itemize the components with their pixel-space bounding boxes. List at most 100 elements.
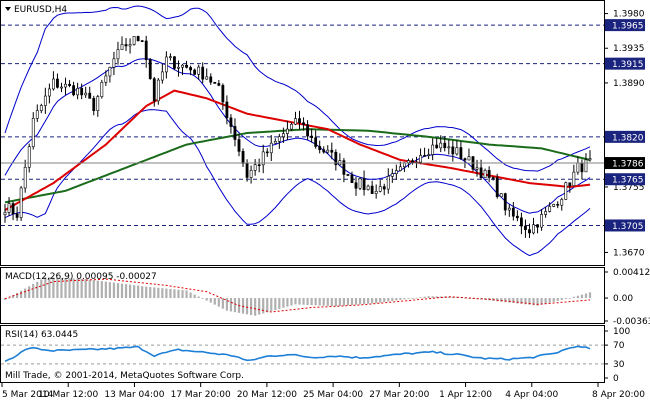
candle-body	[43, 95, 47, 106]
bollinger-lower	[4, 109, 591, 257]
macd-bar	[358, 298, 362, 305]
macd-bar	[564, 298, 567, 299]
candle-body	[177, 66, 180, 69]
candle-body	[306, 124, 309, 137]
candle-body	[156, 79, 160, 102]
candle-body	[193, 69, 197, 75]
rsi-path	[4, 345, 591, 363]
candle-body	[144, 40, 148, 61]
candle-body	[350, 174, 354, 184]
macd-bar	[423, 296, 426, 299]
candle-body	[411, 160, 414, 164]
candle-body	[128, 44, 132, 47]
candle-body	[249, 170, 253, 178]
rsi-tick-label: 0	[613, 374, 619, 384]
macd-bar	[552, 298, 555, 302]
candle-body	[120, 44, 124, 50]
candle-body	[443, 142, 447, 149]
macd-bar	[383, 298, 386, 303]
candle-body	[173, 56, 176, 69]
price-tick-label: 1.3670	[613, 248, 645, 258]
macd-bar	[524, 298, 527, 305]
macd-bar	[286, 298, 289, 307]
rsi-tick-label: 100	[613, 327, 630, 337]
macd-bar	[443, 296, 446, 299]
candle-body	[80, 88, 84, 96]
candle-body	[148, 59, 152, 79]
macd-bar	[371, 298, 374, 304]
candle-body	[229, 117, 233, 127]
macd-bar	[520, 298, 523, 304]
macd-bar	[161, 288, 164, 299]
candle-body	[197, 66, 201, 75]
candle-body	[507, 207, 511, 211]
macd-bar	[310, 298, 313, 306]
macd-bar	[580, 294, 584, 299]
candle-body	[265, 151, 269, 154]
candle-body	[298, 118, 301, 124]
macd-bar	[120, 283, 124, 299]
macd-bar	[185, 290, 188, 299]
candle-body	[96, 96, 100, 111]
macd-bar	[399, 298, 402, 300]
macd-bar	[193, 294, 196, 299]
candle-body	[370, 185, 374, 194]
macd-tick-label: 0.00	[613, 294, 633, 304]
macd-bar	[439, 296, 442, 299]
macd-bar	[52, 277, 55, 299]
candle-body	[92, 98, 96, 111]
macd-bar	[36, 281, 39, 299]
macd-bar	[496, 298, 499, 302]
candle-body	[366, 185, 370, 190]
candle-body	[491, 177, 495, 179]
macd-bar	[221, 298, 224, 309]
time-tick-label: 25 Mar 04:00	[303, 390, 363, 400]
macd-bar	[258, 298, 261, 315]
candle-body	[35, 110, 39, 119]
macd-bar	[88, 279, 91, 299]
macd-bar	[403, 298, 406, 300]
macd-bar	[322, 298, 325, 306]
macd-bar	[419, 297, 422, 299]
candle-body	[576, 162, 580, 173]
macd-bar	[40, 279, 43, 299]
macd-bar	[512, 298, 515, 303]
macd-bar	[326, 298, 329, 306]
level-price-label: 1.3820	[612, 133, 644, 143]
candle-body	[108, 66, 112, 77]
candle-body	[407, 160, 410, 163]
macd-bar	[241, 298, 245, 314]
candle-body	[290, 123, 293, 130]
macd-bar	[20, 290, 23, 299]
candle-body	[140, 40, 144, 42]
footer-copyright: Mill Trade, © 2001-2014, MetaQuotes Soft…	[5, 371, 244, 381]
macd-bar	[100, 281, 103, 299]
price-axis: 1.3980 1.3935 1.3890 1.3755 1.3670 1.3965 1.39…	[604, 10, 645, 258]
candle-body	[233, 126, 237, 140]
rsi-line	[4, 345, 591, 363]
candle-body	[277, 136, 281, 142]
candle-body	[544, 211, 548, 215]
macd-bar	[576, 295, 579, 299]
candle-body	[334, 151, 338, 166]
chevron-down-icon[interactable]	[5, 7, 11, 11]
candle-body	[431, 144, 435, 155]
candle-body	[354, 182, 358, 189]
candle-body	[322, 149, 326, 153]
macd-bar	[7, 297, 11, 299]
candle-body	[584, 159, 588, 173]
macd-bar	[16, 293, 19, 299]
time-tick-label: 10 Mar 12:00	[38, 390, 98, 400]
macd-bar	[201, 298, 204, 299]
macd-bar	[568, 298, 571, 299]
macd-bar	[346, 298, 350, 306]
candle-body	[269, 142, 273, 154]
level-price-label-bg	[605, 173, 645, 186]
macd-bar	[379, 298, 382, 303]
ma-fast-line	[4, 89, 591, 211]
candle-body	[548, 206, 552, 212]
rsi-levels	[1, 344, 604, 365]
macd-bar	[278, 298, 281, 309]
